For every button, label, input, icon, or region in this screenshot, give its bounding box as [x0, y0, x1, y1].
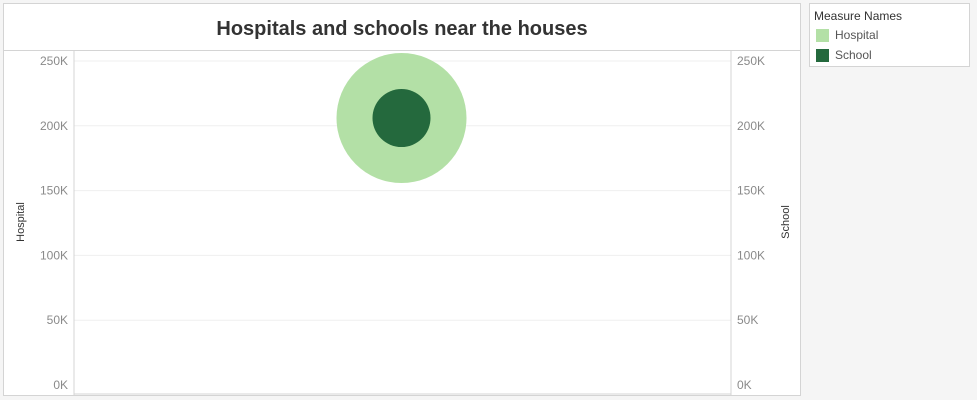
chart-panel: Hospitals and schools near the houses 0K… — [3, 3, 801, 396]
left-tick-label: 150K — [40, 184, 68, 198]
right-axis-title: School — [780, 205, 792, 239]
legend-label-hospital: Hospital — [835, 28, 879, 42]
legend: Measure Names Hospital School — [809, 3, 970, 67]
right-tick-label: 50K — [737, 313, 758, 327]
right-tick-label: 100K — [737, 248, 765, 262]
legend-swatch-hospital — [816, 28, 829, 42]
legend-item-school[interactable]: School — [816, 47, 872, 63]
right-tick-label: 200K — [737, 119, 765, 133]
left-tick-label: 100K — [40, 248, 68, 262]
data-points — [336, 53, 467, 184]
chart-plot: 0K 50K 100K 150K 200K 250K 0K 50K 100K 150K 200K 2… — [15, 51, 792, 395]
legend-label-school: School — [835, 48, 872, 62]
left-tick-label: 200K — [40, 119, 68, 133]
left-tick-label: 0K — [53, 378, 68, 392]
chart-title: Hospitals and schools near the houses — [216, 18, 588, 40]
legend-item-hospital[interactable]: Hospital — [816, 27, 878, 43]
left-axis-title: Hospital — [15, 202, 27, 242]
right-tick-label: 250K — [737, 54, 765, 68]
point-school[interactable] — [372, 89, 431, 148]
right-tick-label: 150K — [737, 184, 765, 198]
left-tick-labels: 0K 50K 100K 150K 200K 250K — [40, 54, 68, 392]
left-tick-label: 50K — [47, 313, 68, 327]
left-tick-label: 250K — [40, 54, 68, 68]
right-tick-labels: 0K 50K 100K 150K 200K 250K — [737, 54, 765, 392]
title-separator — [4, 50, 800, 51]
legend-title: Measure Names — [814, 9, 903, 23]
right-tick-label: 0K — [737, 378, 752, 392]
legend-swatch-school — [816, 48, 829, 62]
